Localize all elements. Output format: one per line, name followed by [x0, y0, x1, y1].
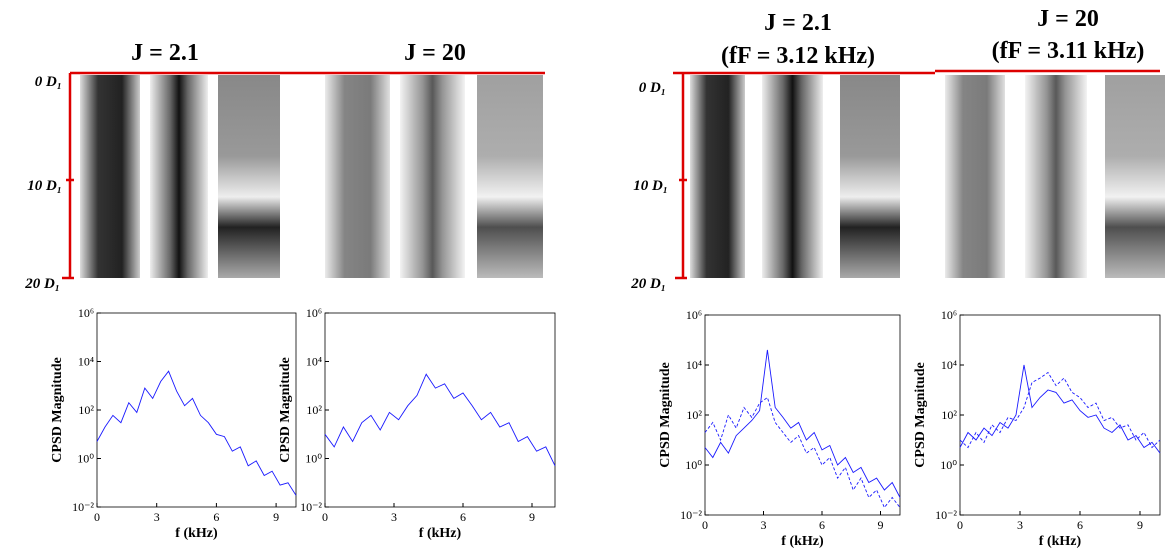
- y-tick-label: 10⁶: [686, 308, 702, 322]
- x-tick-label: 9: [1137, 518, 1143, 532]
- y-tick-label: 10⁰: [685, 458, 702, 472]
- heading: (fF = 3.11 kHz): [992, 38, 1145, 64]
- x-tick-label: 3: [391, 510, 397, 524]
- depth-label: 10 D₁: [633, 178, 668, 194]
- y-tick-label: 10²: [306, 403, 322, 417]
- x-tick-label: 6: [1077, 518, 1083, 532]
- y-tick-label: 10⁰: [940, 458, 957, 472]
- x-axis-label: f (kHz): [419, 526, 462, 541]
- y-tick-label: 10⁻²: [680, 508, 702, 522]
- spectrum-line: [959, 371, 1161, 449]
- depth-label: 0 D₁: [35, 74, 62, 90]
- x-tick-label: 9: [529, 510, 535, 524]
- spectrum-line: [96, 370, 297, 496]
- y-tick-label: 10²: [686, 408, 702, 422]
- depth-label: 20 D₁: [24, 276, 60, 292]
- spectrum-line: [704, 349, 901, 498]
- heading: (fF = 3.12 kHz): [721, 43, 875, 69]
- y-axis-label: CPSD Magnitude: [50, 357, 65, 462]
- heading: J = 2.1: [131, 40, 199, 66]
- x-axis-label: f (kHz): [1039, 534, 1082, 549]
- x-tick-label: 0: [94, 510, 100, 524]
- plot-frame: [959, 314, 1161, 516]
- x-tick-label: 0: [957, 518, 963, 532]
- plot-frame: [324, 312, 556, 508]
- depth-label: 20 D₁: [630, 276, 666, 292]
- plot-frame: [96, 312, 297, 508]
- x-tick-label: 0: [322, 510, 328, 524]
- y-tick-label: 10⁶: [941, 308, 957, 322]
- y-tick-label: 10²: [78, 403, 94, 417]
- x-axis-label: f (kHz): [175, 526, 218, 541]
- y-tick-label: 10⁶: [78, 306, 94, 320]
- spectrum-line: [324, 373, 556, 466]
- depth-label: 10 D₁: [27, 178, 62, 194]
- x-tick-label: 6: [460, 510, 466, 524]
- x-tick-label: 9: [878, 518, 884, 532]
- x-tick-label: 6: [213, 510, 219, 524]
- y-tick-label: 10⁰: [77, 452, 94, 466]
- y-axis-label: CPSD Magnitude: [913, 362, 928, 467]
- red-axes: [62, 69, 1160, 280]
- spectrum-line: [959, 364, 1161, 454]
- x-tick-label: 0: [702, 518, 708, 532]
- x-tick-label: 3: [761, 518, 767, 532]
- y-tick-label: 10⁻²: [935, 508, 957, 522]
- y-axis-label: CPSD Magnitude: [278, 357, 293, 462]
- heading: J = 2.1: [764, 10, 832, 36]
- spectrum-line: [704, 396, 901, 509]
- y-tick-label: 10⁻²: [300, 500, 322, 514]
- y-tick-label: 10⁴: [78, 355, 94, 369]
- x-tick-label: 6: [819, 518, 825, 532]
- x-tick-label: 9: [273, 510, 279, 524]
- depth-label: 0 D₁: [639, 80, 666, 96]
- y-tick-label: 10²: [941, 408, 957, 422]
- image-panels: [80, 75, 1165, 278]
- plot-frame: [704, 314, 901, 516]
- heading: J = 20: [1037, 6, 1099, 32]
- heading: J = 20: [404, 40, 466, 66]
- x-tick-label: 3: [1017, 518, 1023, 532]
- x-axis-label: f (kHz): [781, 534, 824, 549]
- y-tick-label: 10⁴: [686, 358, 702, 372]
- y-tick-label: 10⁴: [941, 358, 957, 372]
- x-tick-label: 3: [154, 510, 160, 524]
- y-tick-label: 10⁶: [306, 306, 322, 320]
- y-tick-label: 10⁴: [306, 355, 322, 369]
- y-tick-label: 10⁰: [305, 452, 322, 466]
- y-tick-label: 10⁻²: [72, 500, 94, 514]
- y-axis-label: CPSD Magnitude: [658, 362, 673, 467]
